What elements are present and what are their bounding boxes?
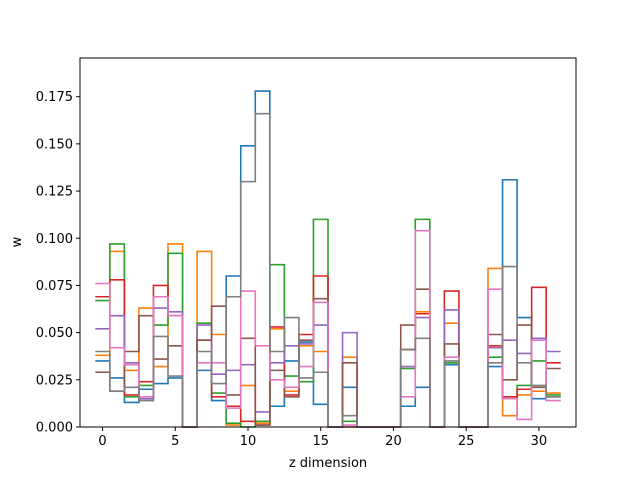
x-axis-ticks: 0 5 10 15 20 25 30 [98,427,547,449]
y-tick-label: 0.025 [36,373,73,388]
x-tick-label: 15 [312,434,329,449]
x-tick-label: 25 [458,434,475,449]
y-tick-label: 0.050 [36,326,73,341]
y-tick-label: 0.175 [36,90,73,105]
x-axis-label: z dimension [289,456,367,471]
x-tick-label: 0 [98,434,106,449]
y-tick-label: 0.075 [36,279,73,294]
x-tick-label: 10 [240,434,257,449]
plot-frame [79,57,577,428]
y-tick-label: 0.100 [36,232,73,247]
y-tick-label: 0.125 [36,185,73,200]
y-tick-label: 0.000 [36,421,73,436]
x-tick-label: 5 [171,434,179,449]
y-axis-label: w [10,236,25,247]
y-axis-ticks: 0.000 0.025 0.050 0.075 0.100 0.125 0.150 0.175 [36,90,80,436]
y-tick-label: 0.150 [36,137,73,152]
x-tick-label: 20 [385,434,402,449]
x-tick-label: 30 [531,434,548,449]
